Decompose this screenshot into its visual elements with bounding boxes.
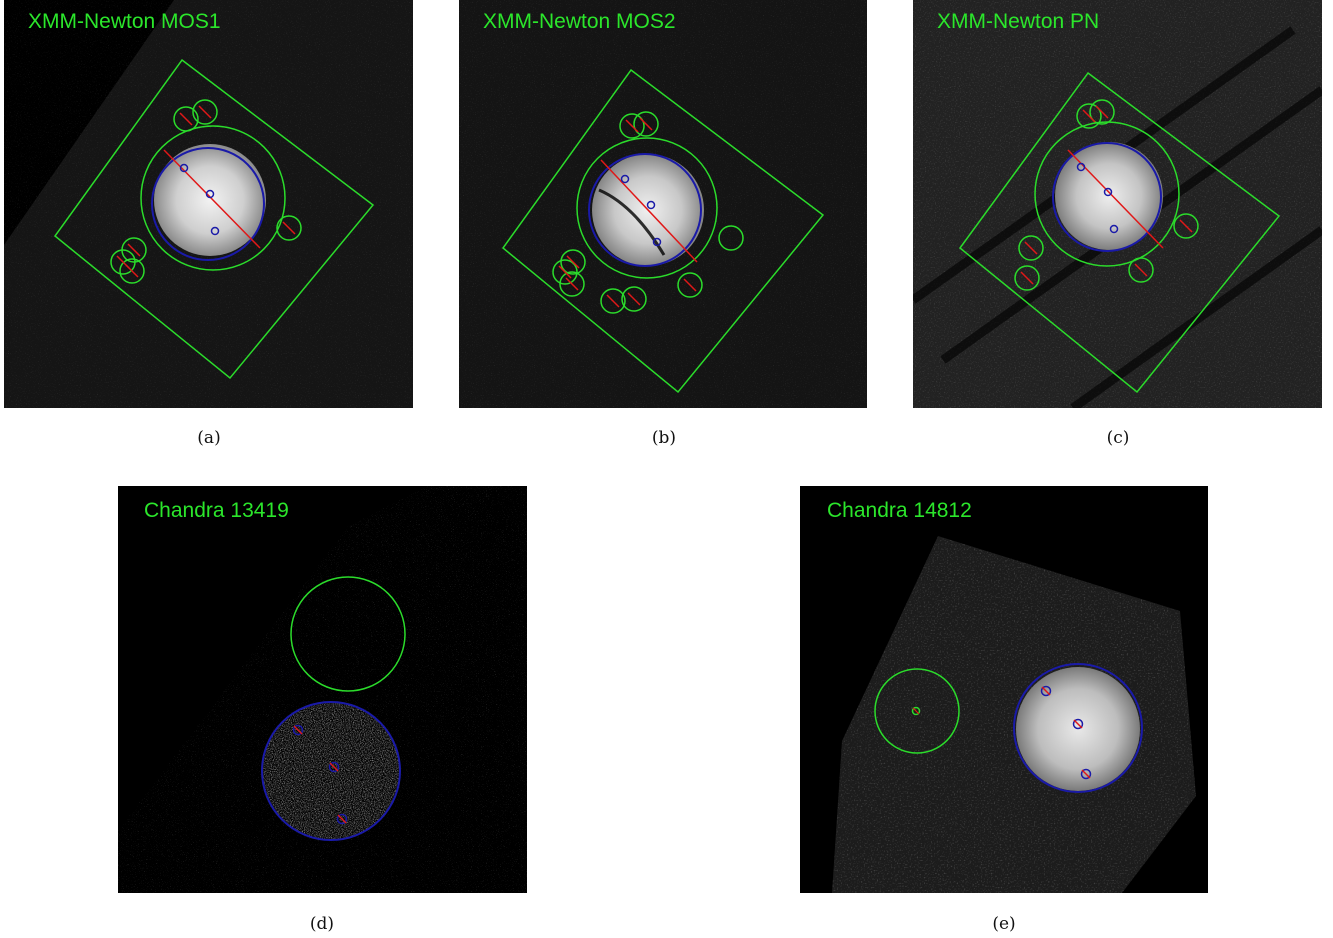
cluster-emission — [154, 144, 266, 256]
excluded-point-source — [619, 113, 645, 139]
excluded-point-source — [1173, 213, 1199, 239]
panel-b-image — [459, 0, 867, 408]
background-point — [911, 706, 921, 716]
background-region — [874, 668, 960, 754]
source-region — [588, 153, 702, 267]
point-marker — [1076, 162, 1086, 172]
outer-annulus — [1034, 121, 1180, 267]
region-box — [501, 68, 825, 394]
caption-d: (d) — [309, 914, 335, 934]
excluded-point-source — [1076, 103, 1102, 129]
panel-c-title: XMM-Newton PN — [937, 10, 1100, 33]
panel-b: XMM-Newton MOS2 — [459, 0, 867, 408]
source-region — [151, 147, 265, 261]
panel-e-title: Chandra 14812 — [827, 499, 972, 522]
panel-a: XMM-Newton MOS1 — [4, 0, 413, 408]
outer-annulus — [140, 125, 286, 271]
point-marker — [336, 813, 348, 825]
point-marker — [210, 226, 220, 236]
panel-d-title: Chandra 13419 — [144, 499, 289, 522]
point-marker — [205, 189, 215, 199]
region-box — [53, 58, 375, 380]
point-marker — [652, 237, 662, 247]
excluded-point-source — [600, 288, 626, 314]
point-marker — [1072, 718, 1084, 730]
profile-line — [163, 149, 261, 249]
excluded-point-source — [552, 259, 578, 285]
excluded-point-source — [633, 111, 659, 137]
panel-c-image — [913, 0, 1322, 408]
source-region — [261, 701, 401, 841]
caption-b: (b) — [651, 428, 677, 448]
outer-annulus — [576, 137, 718, 279]
panel-a-image — [4, 0, 413, 408]
excluded-point-source — [1014, 265, 1040, 291]
panel-d: Chandra 13419 — [118, 486, 527, 893]
caption-a: (a) — [197, 428, 221, 448]
panel-e: Chandra 14812 — [800, 486, 1208, 893]
panel-c: XMM-Newton PN — [913, 0, 1322, 408]
panel-d-image — [118, 486, 527, 893]
excluded-point-source — [560, 249, 586, 275]
excluded-point-source — [119, 258, 145, 284]
excluded-point-source — [110, 249, 136, 275]
excluded-point-source — [1089, 99, 1115, 125]
panel-a-title: XMM-Newton MOS1 — [28, 10, 221, 33]
excluded-point-source — [1018, 235, 1044, 261]
region-box — [958, 71, 1281, 394]
point-marker — [620, 174, 630, 184]
caption-e: (e) — [992, 914, 1016, 934]
point-marker — [1109, 224, 1119, 234]
point-marker — [328, 761, 340, 773]
profile-line — [600, 159, 698, 263]
source-region — [1013, 663, 1143, 793]
excluded-point-source — [677, 272, 703, 298]
point-marker — [1103, 187, 1113, 197]
point-marker — [179, 163, 189, 173]
excluded-point-source — [559, 271, 585, 297]
point-marker — [1080, 768, 1092, 780]
excluded-point-source — [1128, 257, 1154, 283]
excluded-point-source — [276, 215, 302, 241]
excluded-point-source — [173, 106, 199, 132]
excluded-point-source — [621, 286, 647, 312]
excluded-point-source — [718, 225, 744, 251]
point-marker — [292, 724, 304, 736]
excluded-point-source — [192, 99, 218, 125]
caption-c: (c) — [1106, 428, 1130, 448]
panel-e-image — [800, 486, 1208, 893]
source-region — [1052, 142, 1162, 252]
background-region — [290, 576, 406, 692]
point-marker — [646, 200, 656, 210]
panel-b-title: XMM-Newton MOS2 — [483, 10, 676, 33]
point-marker — [1040, 685, 1052, 697]
